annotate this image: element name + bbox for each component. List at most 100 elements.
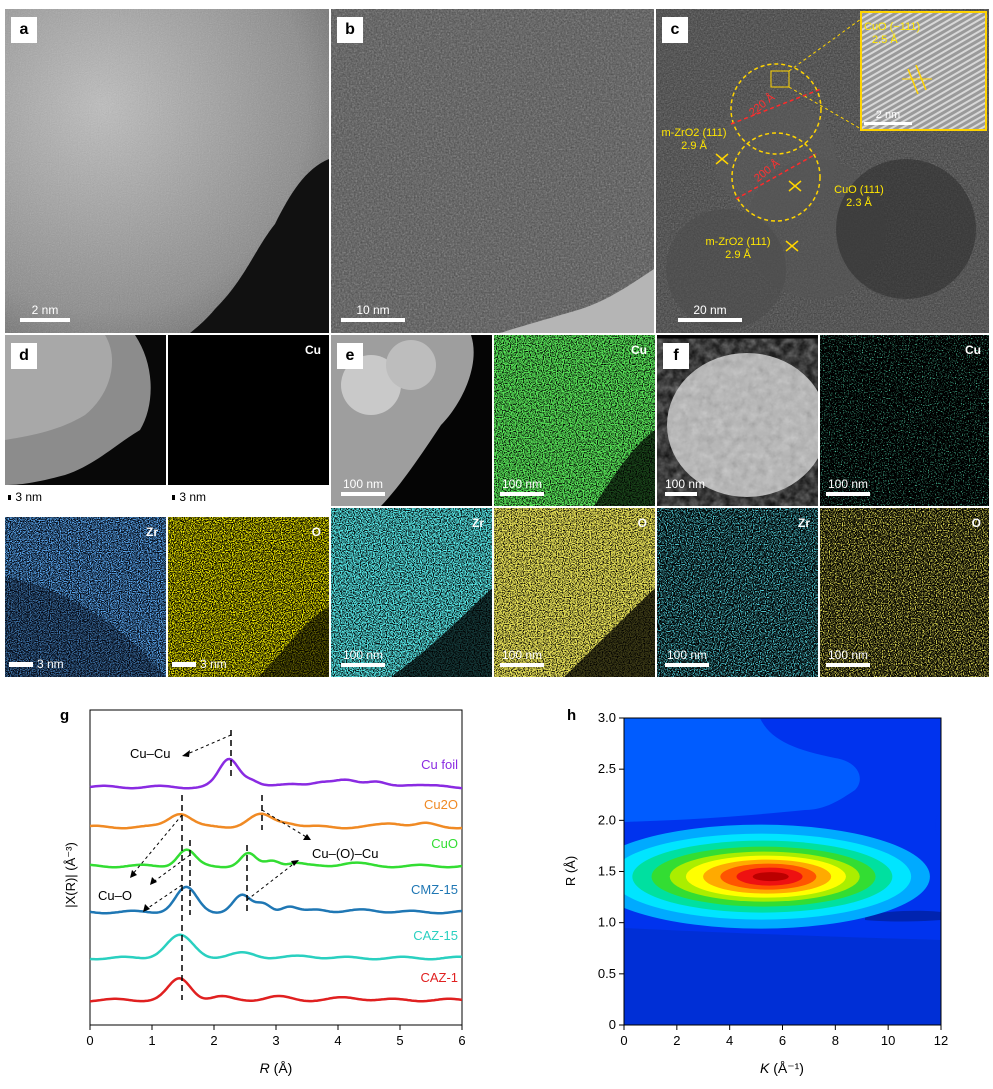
chart-g-arrowheads <box>130 750 311 912</box>
scale-text-e-o: 100 nm <box>501 648 543 662</box>
inset-title: CuO (−111) 2.5 Å <box>864 21 920 47</box>
chart-g-arrows <box>131 734 309 911</box>
d-o-label: O <box>311 525 321 539</box>
scale-bar-d-haadf: 3 nm <box>8 490 42 504</box>
tem-micrograph <box>331 9 654 333</box>
panel-d-cu-map: Cu <box>168 335 329 485</box>
panel-e-cu-map: Cu 100 nm <box>494 335 655 506</box>
series-line-3 <box>89 885 463 915</box>
series-line-5 <box>89 977 463 1003</box>
chart-h-contour-rings <box>624 824 930 929</box>
chart-h-x-tick-label: 4 <box>726 1033 733 1048</box>
panel-label-d: d <box>11 343 37 369</box>
chart-h-x-label: K (Å⁻¹) <box>760 1060 804 1076</box>
chart-h-x-ticks: 0 2 4 6 8 10 12 <box>620 1025 948 1048</box>
inset-d-spacing: 2.5 Å <box>872 34 898 46</box>
contour-lower-region <box>624 928 941 1025</box>
f-zr-map-image <box>657 508 818 677</box>
panel-f-haadf: f 100 nm <box>657 335 818 506</box>
scale-bar-a: 2 nm <box>20 303 70 322</box>
annotation-cuo-d: 2.3 Å <box>846 197 872 209</box>
panel-e-zr-map: Zr 100 nm <box>331 508 492 677</box>
chart-g-x-label-unit: (Å) <box>274 1060 293 1076</box>
scale-bar-f-zr: 100 nm <box>665 648 709 667</box>
chart-h-y-tick-label: 0 <box>609 1017 616 1032</box>
scale-text-d-zr: 3 nm <box>37 657 64 671</box>
scale-bar-d-cu: 3 nm <box>172 490 206 504</box>
series-label-1: Cu2O <box>424 797 458 812</box>
annotation-zro2-2: m-ZrO2 (111) 2.9 Å <box>698 236 778 262</box>
annotation-zro2-1-plane: m-ZrO2 (111) <box>661 127 727 139</box>
annotation-cuo-plane: CuO (111) <box>834 184 884 196</box>
scale-bar-e-zr: 100 nm <box>341 648 385 667</box>
contour-ring-9 <box>752 872 789 882</box>
chart-h-y-ticks: 0 0.5 1.0 1.5 2.0 2.5 3.0 <box>598 710 624 1032</box>
scale-bar-f-haadf: 100 nm <box>665 477 705 496</box>
panel-label-g: g <box>60 707 69 724</box>
scale-text-e-zr: 100 nm <box>342 648 384 662</box>
f-cu-map-image <box>820 335 989 506</box>
chart-h-y-tick-label: 1.0 <box>598 915 616 930</box>
annotation-zro2-1-d: 2.9 Å <box>681 140 707 152</box>
scale-text-e-cu: 100 nm <box>501 477 543 491</box>
panel-d-zr-map: Zr 3 nm <box>5 517 166 677</box>
panel-label-e: e <box>337 343 363 369</box>
annotation-cu-o-cu: Cu–(O)–Cu <box>312 846 378 861</box>
chart-h-contours <box>624 718 941 1025</box>
series-line-0 <box>89 757 463 790</box>
chart-h-x-tick-label: 6 <box>779 1033 786 1048</box>
scale-text-a: 2 nm <box>31 303 59 317</box>
chart-g-x-ticks: 0 1 2 3 4 5 6 <box>86 1025 466 1048</box>
panel-b-tem-image: b 10 nm <box>331 9 654 333</box>
d-cu-map-image <box>168 335 329 485</box>
chart-h-y-tick-label: 2.0 <box>598 812 616 827</box>
chart-h-x-tick-label: 10 <box>881 1033 895 1048</box>
e-zr-label: Zr <box>472 516 484 530</box>
e-cu-label: Cu <box>631 343 647 357</box>
scale-bar-e-cu: 100 nm <box>500 477 544 496</box>
e-cu-map-image <box>494 335 655 506</box>
f-o-map-image <box>820 508 989 677</box>
chart-h-y-tick-label: 3.0 <box>598 710 616 725</box>
d-o-map-image <box>168 517 329 677</box>
chart-g-x-label: R (Å) <box>260 1060 293 1076</box>
scale-bar-e-haadf: 100 nm <box>341 477 385 496</box>
scale-text-b: 10 nm <box>356 303 390 317</box>
scale-text-d-cu: 3 nm <box>179 490 206 504</box>
series-label-4: CAZ-15 <box>413 928 458 943</box>
series-label-2: CuO <box>431 836 458 851</box>
panel-e-o-map: O 100 nm <box>494 508 655 677</box>
chart-g-y-label: |X(R)| (Å⁻³) <box>63 842 78 908</box>
chart-h-y-label: R (Å) <box>563 856 578 886</box>
scale-bar-f-o: 100 nm <box>826 648 870 667</box>
f-haadf-image <box>657 335 818 506</box>
scale-text-d-o: 3 nm <box>200 657 227 671</box>
panel-label-f: f <box>663 343 689 369</box>
scale-bar-c: 20 nm <box>678 303 742 322</box>
series-line-4 <box>89 933 463 961</box>
chart-h-y-tick-label: 0.5 <box>598 966 616 981</box>
e-o-map-image <box>494 508 655 677</box>
panel-label-c: c <box>662 17 688 43</box>
contour-right-blob <box>935 810 941 840</box>
panel-f-cu-map: Cu 100 nm <box>820 335 989 506</box>
annotation-zro2-1: m-ZrO2 (111) 2.9 Å <box>656 127 732 153</box>
panel-d-o-map: O 3 nm <box>168 517 329 677</box>
chart-h-x-tick-label: 2 <box>673 1033 680 1048</box>
scale-bar-d-zr: 3 nm <box>9 657 64 671</box>
panel-label-a: a <box>11 17 37 43</box>
panel-f-o-map: O 100 nm <box>820 508 989 677</box>
scale-bar-d-o: 3 nm <box>172 657 227 671</box>
chart-g-x-tick-label: 6 <box>458 1033 465 1048</box>
chart-h-y-tick-label: 2.5 <box>598 761 616 776</box>
f-cu-label: Cu <box>965 343 981 357</box>
chart-g-series-labels: Cu foil Cu2O CuO CMZ-15 CAZ-15 CAZ-1 <box>411 757 458 985</box>
scale-bar-b: 10 nm <box>341 303 405 322</box>
chart-h-x-tick-label: 8 <box>832 1033 839 1048</box>
panel-label-h: h <box>567 707 576 724</box>
e-zr-map-image <box>331 508 492 677</box>
inset-scale-bar: 2 nm <box>864 109 912 125</box>
d-cu-label: Cu <box>305 343 321 357</box>
scale-text-d-haadf: 3 nm <box>15 490 42 504</box>
e-o-label: O <box>637 516 647 530</box>
